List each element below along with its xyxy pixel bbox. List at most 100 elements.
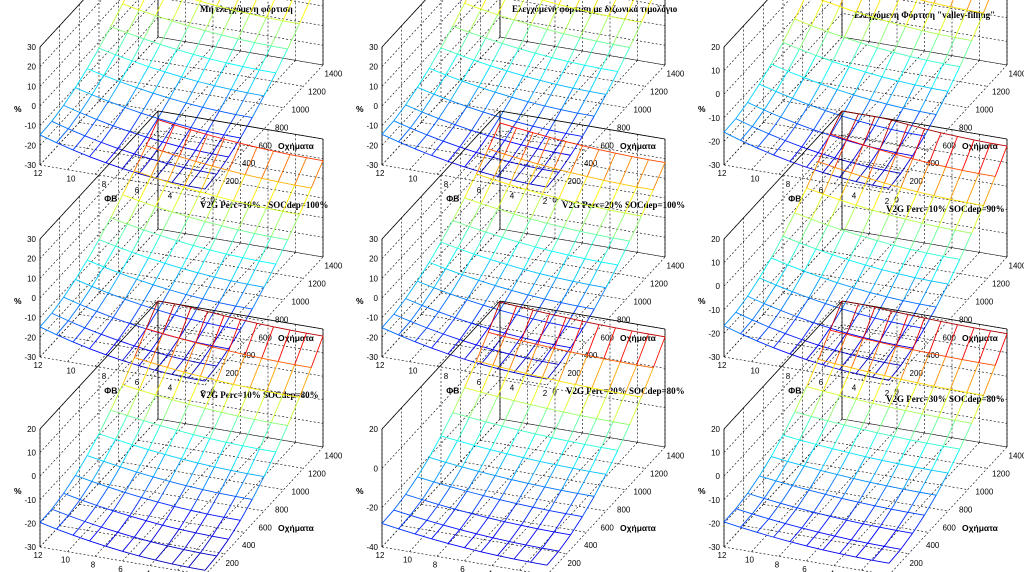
grid-line: [94, 428, 214, 557]
mesh-line: [103, 245, 116, 268]
mesh-line: [289, 154, 307, 159]
mesh-line: [159, 399, 173, 426]
mesh-line: [63, 296, 81, 305]
subplot-v2g-20-soc-100: V2G Perc=20% SOCdep=100% 30 20 10 0 -10 -20 -3…: [342, 110, 685, 398]
mesh-line: [398, 515, 411, 530]
mesh-line: [122, 360, 140, 367]
mesh-line: [122, 384, 140, 391]
mesh-line: [469, 416, 486, 423]
mesh-line: [117, 323, 130, 341]
mesh-line: [910, 56, 927, 61]
mesh-line: [185, 272, 199, 295]
mesh-line: [898, 439, 911, 465]
subplot-title: V2G Perc=30% SOCdep=80%: [886, 394, 1005, 404]
mesh-line: [185, 462, 199, 486]
mesh-line: [916, 352, 930, 383]
mesh-line: [817, 516, 831, 533]
mesh-line: [886, 296, 904, 302]
mesh-line: [101, 526, 118, 533]
mesh-line: [438, 100, 451, 119]
mesh-line: [181, 245, 194, 269]
x-tick-label: 8: [444, 180, 449, 189]
mesh-line: [575, 202, 593, 207]
x-tick-label: 10: [409, 367, 418, 376]
mesh-line: [579, 206, 593, 232]
mesh-line: [122, 168, 140, 175]
mesh-line: [605, 71, 619, 95]
mesh-line: [549, 302, 562, 323]
mesh-line: [138, 158, 152, 174]
mesh-line: [846, 519, 864, 525]
mesh-line: [464, 358, 482, 365]
mesh-line: [825, 493, 843, 499]
mesh-line: [105, 354, 123, 361]
mesh-line: [804, 465, 821, 471]
mesh-line: [155, 0, 164, 16]
mesh-line: [619, 156, 633, 184]
mesh-line: [787, 264, 805, 272]
surface-plot: 3020100-10-20-30121086422004006008001000…: [356, 110, 685, 398]
mesh-line: [228, 520, 241, 540]
mesh-line: [119, 60, 133, 82]
mesh-line: [209, 58, 227, 64]
z-tick-label: 10: [27, 449, 36, 458]
mesh-line: [136, 66, 149, 88]
x-tick-label: 8: [786, 180, 791, 189]
mesh-line: [535, 433, 552, 439]
mesh-line: [457, 247, 475, 255]
z-tick-label: -20: [708, 519, 720, 528]
mesh-line: [68, 320, 85, 329]
mesh-line: [204, 173, 218, 190]
mesh-line: [393, 298, 406, 315]
mesh-line: [178, 307, 192, 339]
y-tick-label: 200: [568, 369, 582, 378]
mesh-line: [815, 224, 829, 250]
mesh-line: [504, 332, 522, 338]
mesh-line: [862, 306, 876, 339]
mesh-line: [105, 162, 123, 169]
mesh-line: [209, 438, 227, 443]
mesh-line: [577, 284, 590, 307]
mesh-line: [874, 116, 892, 121]
mesh-line: [893, 219, 907, 246]
mesh-line: [546, 172, 560, 188]
mesh-line: [850, 144, 864, 174]
y-tick-label: 1400: [1009, 70, 1024, 79]
mesh-line: [959, 40, 973, 67]
mesh-line: [815, 55, 833, 62]
z-tick-label: -20: [366, 333, 378, 342]
mesh-line: [471, 495, 484, 514]
mesh-line: [615, 152, 633, 157]
mesh-line: [867, 342, 881, 372]
mesh-line: [428, 241, 442, 263]
z-tick-label: -10: [366, 122, 378, 131]
subplot-title: Ελεγχόμενη φόρτιση με διζωνικό τιμολόγιο: [512, 4, 678, 14]
mesh-line: [789, 541, 807, 547]
mesh-line: [551, 33, 565, 58]
mesh-line: [613, 421, 630, 426]
mesh-line: [513, 165, 527, 181]
mesh-line: [905, 191, 918, 220]
x-tick-label: 8: [102, 180, 107, 189]
mesh-line: [506, 242, 520, 265]
mesh-line: [483, 91, 496, 113]
mesh-line: [174, 303, 192, 308]
grid-line: [381, 0, 444, 67]
mesh-line: [240, 319, 258, 324]
mesh-line: [850, 337, 864, 356]
mesh-line: [879, 341, 897, 347]
grid-line: [381, 228, 666, 358]
mesh-line: [893, 244, 911, 250]
mesh-line: [756, 147, 774, 156]
mesh-line: [192, 221, 206, 246]
mesh-line: [240, 499, 253, 521]
mesh-line: [169, 481, 187, 487]
mesh-line: [171, 549, 185, 565]
subplot-v2g-20-soc-80: V2G Perc=20% SOCdep=80% 200-20-401210864…: [342, 300, 685, 572]
mesh-line: [896, 344, 913, 349]
mesh-line: [888, 365, 902, 381]
mesh-line: [542, 0, 560, 5]
mesh-line: [640, 0, 652, 23]
mesh-line: [929, 162, 946, 168]
mesh-line: [874, 317, 892, 323]
